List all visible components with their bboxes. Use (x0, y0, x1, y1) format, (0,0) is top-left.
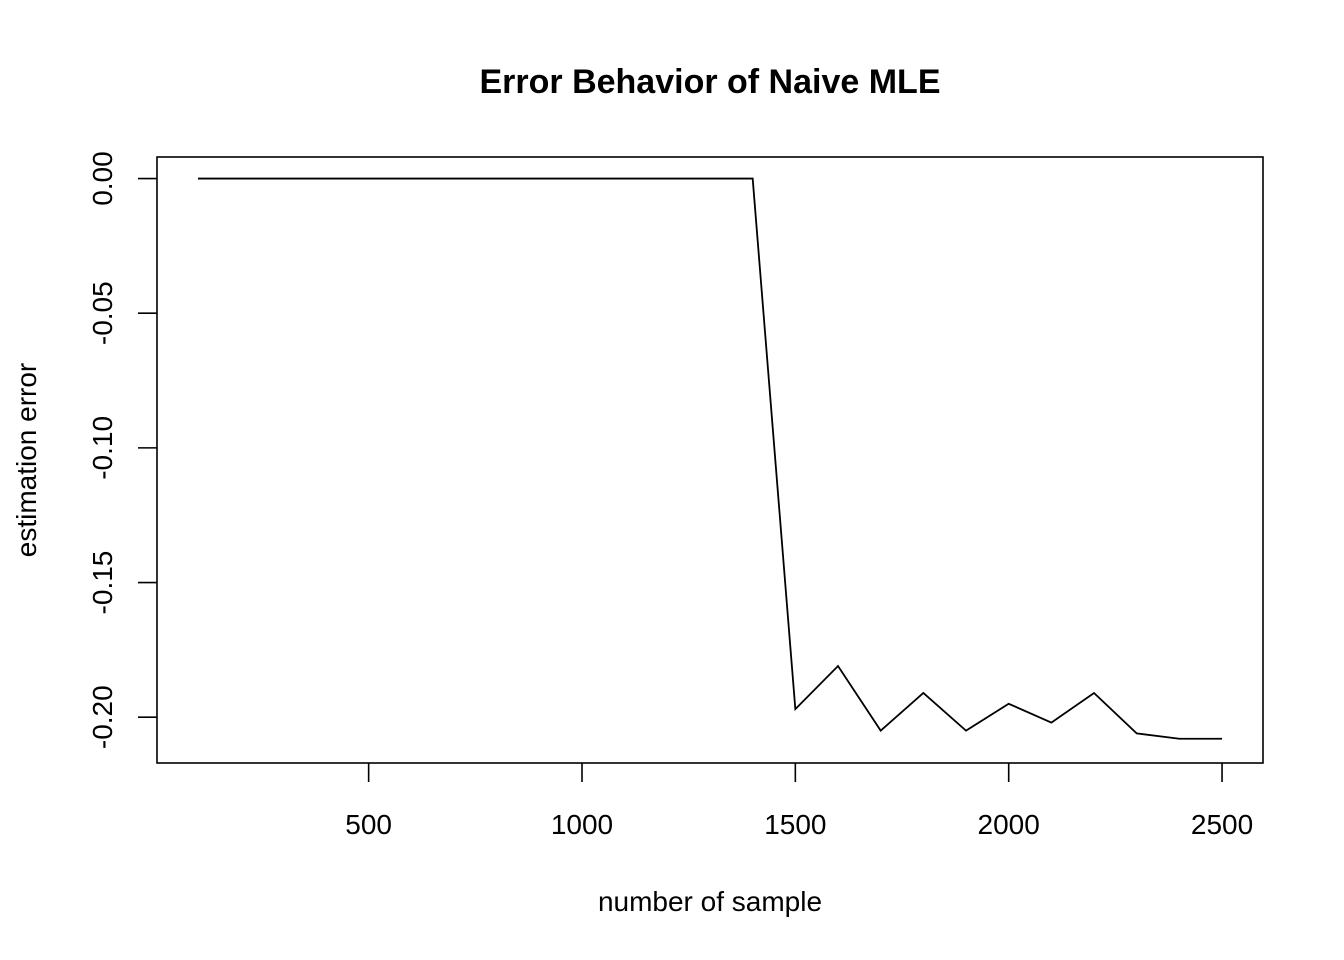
y-axis: 0.00 -0.05 -0.10 -0.15 -0.20 (87, 151, 157, 749)
y-tick-label: 0.00 (87, 151, 118, 206)
y-tick-label: -0.05 (87, 281, 118, 345)
y-tick-label: -0.10 (87, 416, 118, 480)
x-axis: 500 1000 1500 2000 2500 (345, 763, 1253, 840)
x-tick-label: 500 (345, 809, 392, 840)
series-line (197, 177, 1223, 740)
x-tick-label: 1500 (764, 809, 826, 840)
chart-title: Error Behavior of Naive MLE (479, 63, 940, 101)
x-tick-label: 1000 (551, 809, 613, 840)
y-axis-label: estimation error (11, 363, 42, 558)
y-tick-label: -0.15 (87, 551, 118, 615)
y-tick-label: -0.20 (87, 685, 118, 749)
x-tick-label: 2000 (978, 809, 1040, 840)
plot-frame (156, 156, 1264, 764)
series-group (197, 177, 1223, 740)
x-tick-label: 2500 (1191, 809, 1253, 840)
x-axis-label: number of sample (598, 886, 822, 917)
